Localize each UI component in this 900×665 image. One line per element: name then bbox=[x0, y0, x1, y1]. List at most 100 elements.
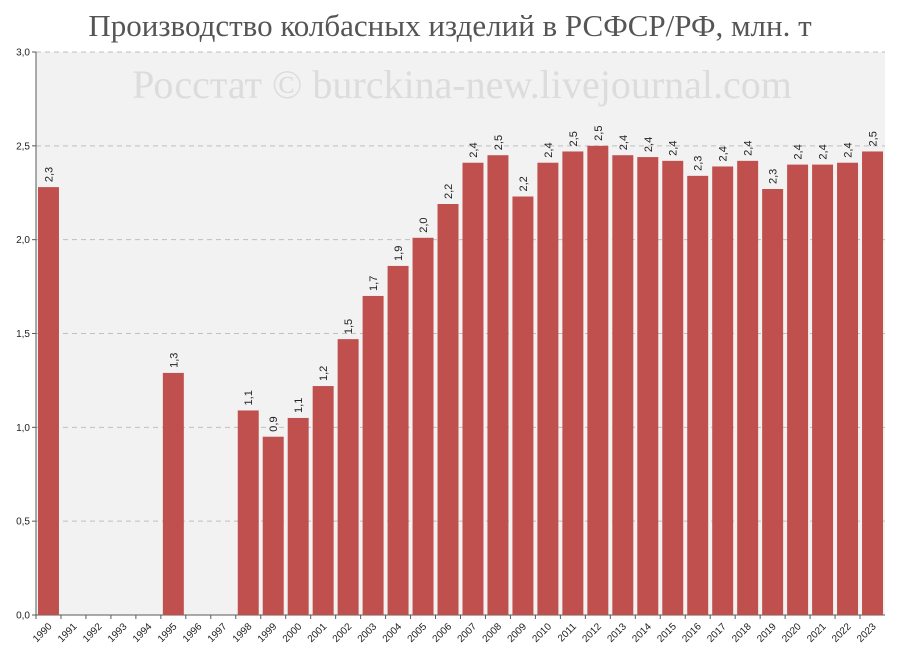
data-label: 2,4 bbox=[793, 144, 805, 159]
bar bbox=[637, 157, 659, 616]
x-tick-label: 1991 bbox=[56, 621, 80, 645]
bar bbox=[587, 145, 609, 616]
x-tick-label: 1990 bbox=[31, 621, 55, 645]
bar bbox=[687, 175, 709, 616]
x-tick-label: 2002 bbox=[331, 621, 355, 645]
x-tick-labels: 1990 1991 1992 1993 1994 1995 1996 1997 1998 1999… bbox=[31, 615, 879, 645]
x-tick-label: 2020 bbox=[780, 621, 804, 645]
bar bbox=[237, 410, 259, 615]
data-label: 2,4 bbox=[843, 142, 855, 157]
data-label: 2,3 bbox=[693, 156, 705, 171]
data-label: 2,4 bbox=[818, 144, 830, 159]
x-tick-label: 1998 bbox=[231, 621, 255, 645]
data-label: 2,4 bbox=[643, 137, 655, 152]
data-label: 2,4 bbox=[543, 142, 555, 157]
data-label: 1,9 bbox=[393, 246, 405, 261]
grid-lines bbox=[36, 51, 885, 522]
x-tick-label: 2019 bbox=[755, 621, 779, 645]
x-tick-label: 2018 bbox=[730, 621, 754, 645]
bar bbox=[837, 162, 859, 615]
data-label: 1,1 bbox=[243, 390, 255, 405]
x-tick-label: 2008 bbox=[481, 621, 505, 645]
data-label: 0,9 bbox=[268, 416, 280, 431]
bar bbox=[662, 160, 684, 615]
bar bbox=[387, 265, 409, 615]
data-label: 2,4 bbox=[743, 141, 755, 156]
data-label: 2,3 bbox=[43, 167, 55, 182]
y-tick-labels: 0,0 0,5 1,0 1,5 2,0 2,5 3,0 bbox=[16, 48, 36, 622]
bar bbox=[537, 162, 559, 615]
x-tick-label: 1994 bbox=[131, 621, 155, 645]
x-tick-label: 2012 bbox=[580, 621, 604, 645]
x-tick-label: 2023 bbox=[855, 621, 879, 645]
bar bbox=[162, 372, 184, 615]
data-label: 2,5 bbox=[593, 126, 605, 141]
data-labels: 2,3 1,3 1,1 0,9 1,1 1,2 1,5 1,7 1,9 2,0 2,2 2,4 2,5 2… bbox=[43, 126, 879, 432]
y-tick-label: 1,5 bbox=[16, 329, 30, 340]
watermark: Росстат © burckina-new.livejournal.com bbox=[132, 62, 792, 107]
bar bbox=[37, 187, 59, 615]
x-tick-label: 2022 bbox=[830, 621, 854, 645]
x-tick-label: 2004 bbox=[381, 621, 405, 645]
bar bbox=[262, 436, 284, 615]
data-label: 1,3 bbox=[168, 353, 180, 368]
x-tick-label: 2001 bbox=[306, 621, 330, 645]
y-tick-label: 1,0 bbox=[16, 423, 30, 434]
y-tick-label: 2,5 bbox=[16, 141, 30, 152]
y-tick-label: 0,5 bbox=[16, 517, 30, 528]
bar bbox=[712, 166, 734, 615]
chart-title: Производство колбасных изделий в РСФСР/Р… bbox=[88, 8, 812, 43]
x-tick-label: 2003 bbox=[356, 621, 380, 645]
x-tick-label: 1992 bbox=[81, 621, 105, 645]
bar bbox=[562, 151, 584, 616]
x-tick-label: 2005 bbox=[406, 621, 430, 645]
data-label: 2,4 bbox=[618, 135, 630, 150]
bar bbox=[312, 386, 334, 615]
data-label: 1,1 bbox=[293, 398, 305, 413]
bar bbox=[787, 164, 809, 615]
x-tick-label: 1997 bbox=[206, 621, 230, 645]
data-label: 2,3 bbox=[768, 169, 780, 184]
data-label: 2,5 bbox=[493, 135, 505, 150]
data-label: 2,5 bbox=[868, 131, 880, 146]
x-tick-label: 2011 bbox=[556, 621, 579, 644]
y-tick-label: 2,0 bbox=[16, 235, 30, 246]
data-label: 2,2 bbox=[518, 176, 530, 191]
x-tick-label: 1996 bbox=[181, 621, 205, 645]
bar bbox=[337, 339, 359, 615]
bar bbox=[362, 295, 384, 615]
bar bbox=[462, 162, 484, 615]
bar bbox=[287, 417, 309, 615]
bars bbox=[37, 145, 884, 616]
data-label: 2,5 bbox=[568, 131, 580, 146]
bar bbox=[612, 155, 634, 615]
data-label: 1,2 bbox=[318, 366, 330, 381]
data-label: 2,0 bbox=[418, 217, 430, 232]
x-tick-label: 2010 bbox=[531, 621, 555, 645]
x-tick-label: 2015 bbox=[655, 621, 679, 645]
data-label: 2,4 bbox=[468, 142, 480, 157]
bar bbox=[812, 164, 834, 615]
x-tick-label: 2000 bbox=[281, 621, 305, 645]
x-tick-label: 2021 bbox=[805, 621, 829, 645]
data-label: 1,7 bbox=[368, 276, 380, 291]
x-tick-label: 2009 bbox=[506, 621, 530, 645]
bar bbox=[512, 196, 534, 615]
bar bbox=[737, 160, 759, 615]
x-tick-label: 1993 bbox=[106, 621, 130, 645]
x-tick-label: 2016 bbox=[680, 621, 704, 645]
y-tick-label: 0,0 bbox=[16, 611, 30, 622]
data-label: 2,4 bbox=[718, 146, 730, 161]
x-tick-label: 1999 bbox=[256, 621, 280, 645]
bar bbox=[437, 204, 459, 615]
y-tick-label: 3,0 bbox=[16, 48, 30, 59]
x-tick-label: 2014 bbox=[630, 621, 654, 645]
data-label: 1,5 bbox=[343, 319, 355, 334]
bar bbox=[762, 188, 784, 615]
bar bbox=[487, 155, 509, 615]
x-tick-label: 2017 bbox=[705, 621, 729, 645]
x-tick-label: 2006 bbox=[431, 621, 455, 645]
x-tick-label: 2013 bbox=[605, 621, 629, 645]
